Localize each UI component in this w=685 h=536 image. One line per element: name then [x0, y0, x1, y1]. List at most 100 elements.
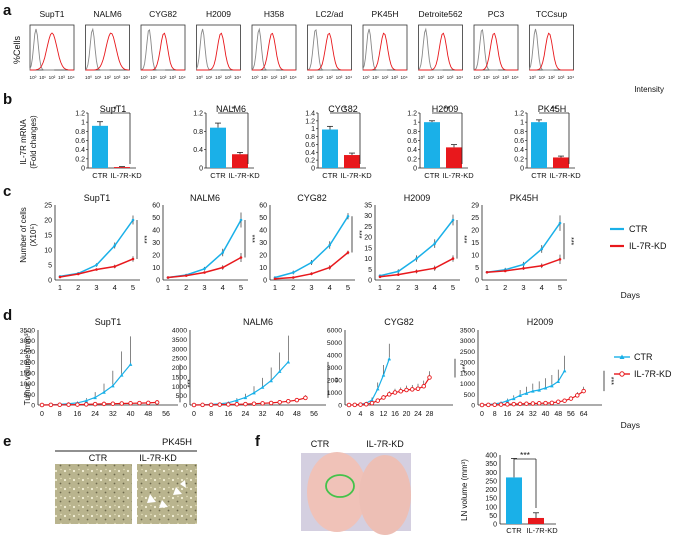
x-tick-label: 32 [529, 411, 537, 418]
x-category-ctr: CTR [322, 171, 338, 180]
data-point-ctr [260, 385, 265, 389]
histogram-x-tick: 10⁴ [345, 75, 352, 80]
histogram-supt1: SupT1 10⁰ 10¹ 10² 10³ 10⁴ [30, 9, 75, 80]
bar-ctr [424, 122, 440, 168]
y-tick-label: 0.2 [75, 156, 85, 163]
data-point-il7r-kd [92, 401, 98, 407]
x-tick-label: 48 [554, 411, 562, 418]
x-category-kd: IL-7R-KD [526, 526, 558, 535]
mrna-chart-cyg82: CYG82 00.20.40.60.811.21.4 * CTR IL-7R-KD [305, 104, 372, 180]
panel-d-xlabel: Days [621, 420, 640, 430]
y-tick-label: 30 [152, 240, 160, 247]
y-tick-label: 0.8 [75, 129, 85, 136]
series-line-ctr [59, 219, 134, 278]
histogram-title: PK45H [372, 9, 399, 19]
data-point-il7r-kd [511, 401, 517, 407]
x-category-kd: IL-7R-KD [340, 171, 372, 180]
y-tick-label: 0.4 [75, 147, 85, 154]
y-tick-label: 0 [413, 166, 417, 173]
y-tick-label: 30 [364, 213, 372, 220]
data-point-ctr [203, 267, 206, 271]
y-tick-label: 0 [31, 403, 35, 410]
histogram-x-tick: 10¹ [95, 75, 102, 80]
data-point-il7r-kd [558, 258, 562, 261]
y-tick-label: 0 [199, 166, 203, 173]
y-tick-label: 1.2 [514, 111, 524, 118]
y-tick-label: 5 [368, 267, 372, 274]
data-point-ctr [522, 263, 525, 266]
data-point-il7r-kd [427, 375, 432, 380]
x-tick-label: 1 [485, 283, 489, 292]
data-point-ctr [537, 388, 541, 392]
histogram-x-tick: 10¹ [539, 75, 546, 80]
data-point-il7r-kd [273, 277, 277, 281]
x-tick-label: 4 [113, 283, 117, 292]
data-point-il7r-kd [277, 399, 282, 405]
data-point-il7r-kd [352, 402, 358, 408]
x-tick-label: 40 [127, 411, 135, 418]
growth-chart-cyg82: CYG82 0 10 20 30 40 50 60 1 2 3 4 5 *** [259, 193, 362, 292]
y-tick-label: 20 [364, 235, 372, 242]
y-tick-label: 1000 [327, 390, 342, 397]
y-tick-label: 0.6 [407, 138, 417, 145]
data-point-il7r-kd [479, 402, 485, 408]
data-point-il7r-kd [503, 269, 507, 273]
y-tick-label: 0 [48, 278, 52, 285]
x-tick-label: 5 [131, 283, 135, 292]
y-tick-label: 0 [263, 278, 267, 285]
histogram-x-tick: 10³ [114, 75, 121, 80]
data-point-ctr [451, 218, 455, 222]
data-point-il7r-kd [128, 401, 133, 406]
data-point-ctr [328, 243, 332, 247]
data-point-il7r-kd [200, 402, 205, 408]
x-tick-label: 8 [493, 411, 497, 418]
legend-marker [619, 354, 625, 359]
y-tick-label: 10 [152, 265, 160, 272]
data-point-il7r-kd [522, 267, 525, 270]
data-point-il7r-kd [568, 396, 574, 401]
x-tick-label: 32 [109, 411, 117, 418]
data-point-ctr [252, 391, 256, 395]
il7r-staining-curve [474, 32, 518, 71]
x-tick-label: 48 [144, 411, 152, 418]
y-tick-label: 15 [364, 245, 372, 252]
x-tick-label: 1 [273, 283, 277, 292]
data-point-il7r-kd [540, 264, 544, 268]
data-point-il7r-kd [328, 266, 332, 269]
y-tick-label: 1 [520, 120, 524, 127]
panel-f-label-kd: IL-7R-KD [366, 439, 404, 449]
data-point-il7r-kd [75, 402, 80, 407]
histogram-title: CYG82 [149, 9, 177, 19]
panel-b-mrna-bars: IL-7R mRNA (Fold changes)SupT100.20.40.60… [19, 104, 581, 180]
x-tick-label: 32 [259, 411, 267, 418]
y-tick-label: 0 [471, 403, 475, 410]
y-tick-label: 35 [364, 203, 372, 210]
histogram-title: H358 [264, 9, 285, 19]
data-point-ctr [518, 393, 522, 397]
arrowhead-marker [147, 494, 156, 503]
data-point-il7r-kd [310, 272, 313, 276]
growth-chart-title: SupT1 [84, 193, 111, 203]
y-tick-label: 3000 [172, 346, 187, 353]
y-tick-label: 500 [24, 392, 36, 399]
y-tick-label: 40 [152, 228, 160, 235]
data-point-ctr [396, 270, 400, 273]
data-point-il7r-kd [166, 276, 170, 279]
x-category-ctr: CTR [210, 171, 226, 180]
y-tick-label: 0 [156, 278, 160, 285]
data-point-ctr [524, 391, 529, 395]
histogram-h358: H358 10⁰ 10¹ 10² 10³ 10⁴ [252, 9, 297, 80]
x-tick-label: 24 [414, 411, 422, 418]
histogram-x-tick: 10¹ [206, 75, 213, 80]
data-point-il7r-kd [346, 251, 350, 254]
y-tick-label: 1000 [20, 381, 35, 388]
y-tick-label: 0.4 [514, 147, 524, 154]
data-point-il7r-kd [421, 384, 427, 389]
histogram-tccsup: TCCsup 10⁰ 10¹ 10² 10³ 10⁴ [529, 9, 574, 80]
il7r-staining-curve [141, 32, 185, 71]
panel-d-tumor-volume: Tumor volume (mm³)SupT105001000150020002… [20, 317, 672, 430]
histogram-x-tick: 10² [160, 75, 167, 80]
x-tick-label: 56 [567, 411, 575, 418]
x-tick-label: 56 [310, 411, 318, 418]
